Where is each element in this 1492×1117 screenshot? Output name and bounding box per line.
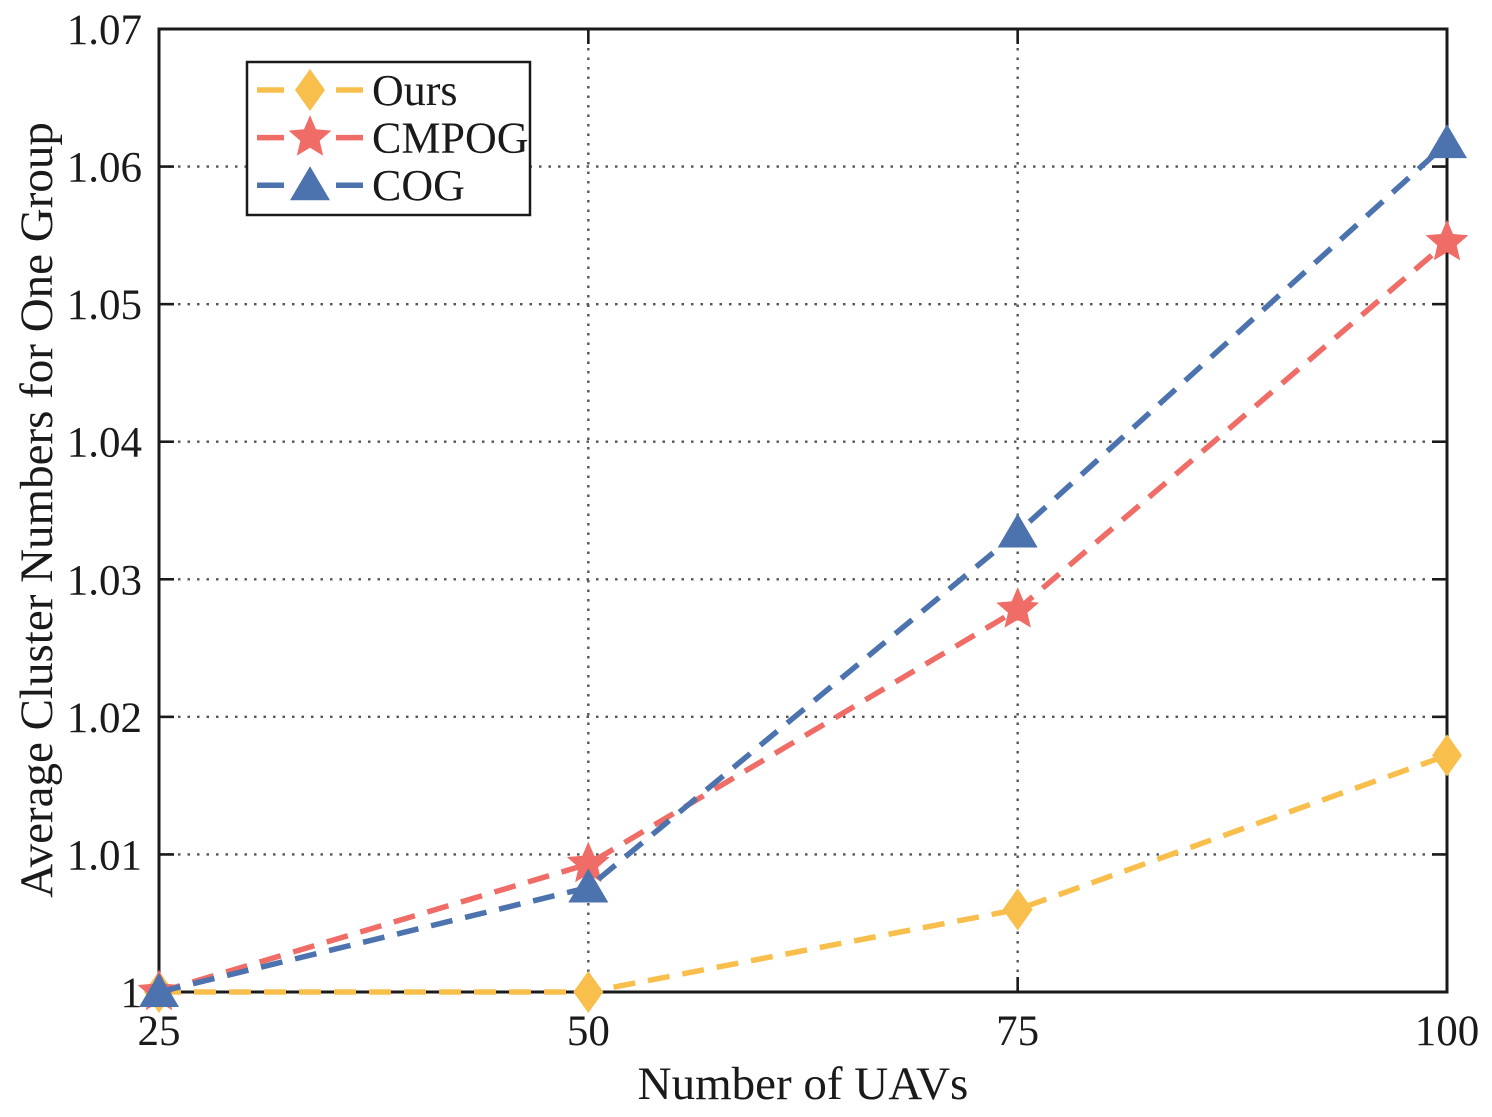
legend-box bbox=[245, 60, 532, 217]
triangle-marker-cog-50 bbox=[568, 868, 609, 903]
y-tick-label: 1.01 bbox=[67, 832, 142, 879]
plot-border bbox=[157, 27, 1449, 994]
legend-label-cog: COG bbox=[372, 161, 465, 210]
legend-label-ours: Ours bbox=[372, 66, 458, 115]
legend-diamond-icon bbox=[295, 69, 325, 111]
star-marker-cmpog-75 bbox=[996, 587, 1040, 628]
y-tick-label: 1.04 bbox=[67, 420, 142, 467]
diamond-marker-ours-100 bbox=[1432, 734, 1462, 777]
legend-label-cmpog: CMPOG bbox=[372, 114, 529, 163]
plot-area: 1 1.01 1.02 1.03 1.04 1.05 1.06 1.07 25 50 75 100 bbox=[67, 7, 1480, 1055]
x-tick-label: 50 bbox=[567, 1008, 610, 1055]
diamond-marker-ours-75 bbox=[1002, 888, 1033, 931]
triangle-marker-cog-25 bbox=[139, 973, 179, 1007]
series-line-ours bbox=[159, 752, 1448, 995]
triangle-marker-cog-75 bbox=[997, 513, 1038, 548]
series-line-cmpog bbox=[158, 240, 1449, 995]
star-marker-cmpog-50 bbox=[566, 841, 610, 883]
diamond-marker-ours-50 bbox=[573, 971, 604, 1013]
triangle-marker-cog-100 bbox=[1427, 124, 1467, 159]
y-tick-label: 1.02 bbox=[67, 695, 142, 742]
y-tick-label: 1 bbox=[121, 970, 143, 1017]
x-tick-label: 75 bbox=[996, 1008, 1039, 1055]
x-tick-label: 100 bbox=[1415, 1008, 1480, 1055]
x-tick-label: 25 bbox=[138, 1008, 181, 1055]
legend-triangle-icon bbox=[290, 166, 330, 201]
y-tick-label: 1.07 bbox=[67, 7, 142, 54]
x-axis-label: Number of UAVs bbox=[638, 1058, 969, 1110]
y-tick-label: 1.05 bbox=[67, 282, 142, 329]
star-marker-cmpog-100 bbox=[1425, 219, 1469, 261]
y-axis-label: Average Cluster Numbers for One Group bbox=[11, 122, 63, 898]
y-tick-label: 1.06 bbox=[67, 145, 142, 192]
legend-star-icon bbox=[288, 115, 332, 156]
series-line-cog bbox=[158, 141, 1449, 995]
y-tick-label: 1.03 bbox=[67, 557, 142, 604]
